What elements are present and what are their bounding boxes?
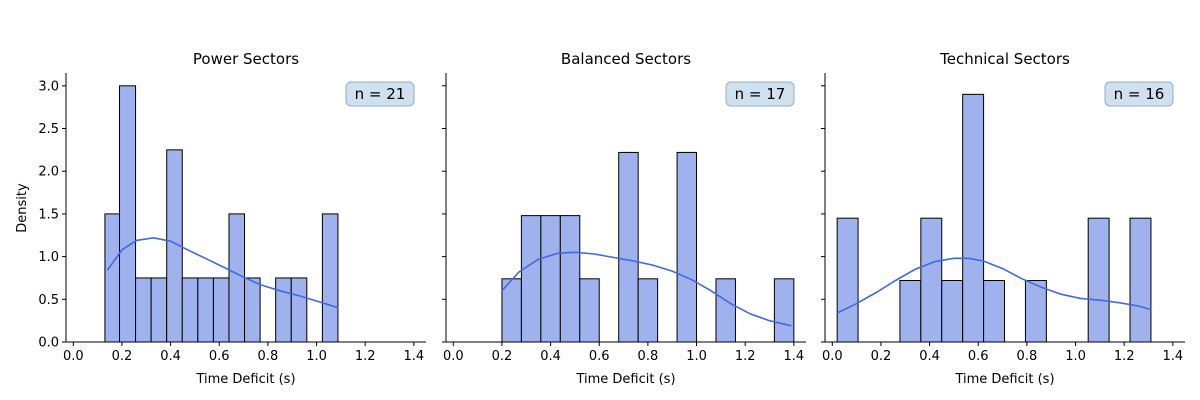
histogram-bar <box>290 277 308 343</box>
histogram-bar <box>212 277 230 343</box>
x-tick-label: 1.0 <box>686 349 707 364</box>
panel-title: Technical Sectors <box>939 50 1070 68</box>
sample-size-badge <box>345 81 415 107</box>
x-tick-label: 1.0 <box>306 349 327 364</box>
x-tick-label: 0.2 <box>112 349 133 364</box>
x-tick-label: 1.0 <box>1065 349 1086 364</box>
histogram-bar <box>637 278 659 343</box>
x-tick-label: 1.4 <box>403 349 424 364</box>
y-tick-label: 0.5 <box>38 293 59 308</box>
y-tick-label: 1.0 <box>38 250 59 265</box>
sample-size-badge <box>1104 81 1174 107</box>
y-tick-label: 1.5 <box>38 207 59 222</box>
histogram-bar <box>150 277 168 343</box>
kde-line <box>501 251 792 327</box>
histogram-bar <box>1087 217 1110 343</box>
x-tick-label: 0.2 <box>492 349 513 364</box>
histogram-bar <box>899 280 922 343</box>
kde-line <box>106 236 339 309</box>
histogram-bar <box>244 277 261 343</box>
histogram-bar <box>773 278 795 343</box>
histogram-bar <box>920 217 943 343</box>
histogram-bar <box>520 215 542 343</box>
x-tick-label: 1.2 <box>355 349 376 364</box>
panel-title: Balanced Sectors <box>561 50 691 68</box>
x-axis-label: Time Deficit (s) <box>195 372 295 387</box>
x-tick-label: 0.4 <box>919 349 940 364</box>
histogram-bar <box>559 215 581 343</box>
sample-size-label: n = 16 <box>1114 85 1165 103</box>
histogram-bar <box>104 213 121 343</box>
y-axis-label: Density <box>15 183 30 233</box>
panel-2: 0.0 0.2 0.4 0.6 0.8 1.0 1.2 1.4 Balanced Sectors… <box>442 50 806 387</box>
panel-1: 0.0 0.2 0.4 0.6 0.8 1.0 1.2 1.4 0.0 0.5 1.0 1.5 2.0 2… <box>38 50 426 387</box>
x-tick-label: 1.2 <box>735 349 756 364</box>
y-tick-label: 2.0 <box>38 165 59 180</box>
sample-size-label: n = 21 <box>355 85 406 103</box>
histogram-bar <box>135 277 152 343</box>
y-tick-label: 0.0 <box>38 336 59 351</box>
x-tick-label: 0.8 <box>638 349 659 364</box>
x-tick-label: 0.6 <box>968 349 989 364</box>
x-tick-label: 0.4 <box>540 349 561 364</box>
kde-line <box>836 257 1152 314</box>
sample-size-label: n = 17 <box>735 85 786 103</box>
x-tick-label: 0.4 <box>160 349 181 364</box>
x-tick-label: 0.8 <box>1017 349 1038 364</box>
histogram-bar <box>618 151 639 343</box>
histogram-bar <box>1129 217 1152 343</box>
histogram-bar <box>275 277 292 343</box>
x-tick-label: 1.2 <box>1114 349 1135 364</box>
panel-3: 0.0 0.2 0.4 0.6 0.8 1.0 1.2 1.4 Technical Sector… <box>821 50 1185 387</box>
sample-size-badge <box>725 81 795 107</box>
x-tick-label: 1.4 <box>783 349 804 364</box>
x-axis-label: Time Deficit (s) <box>575 372 675 387</box>
histogram-bar <box>983 280 1006 343</box>
histogram-bar <box>579 278 600 343</box>
histogram-bar <box>197 277 214 343</box>
x-tick-label: 0.0 <box>63 349 84 364</box>
histogram-bar <box>836 217 859 343</box>
histogram-bar <box>181 277 199 343</box>
histogram-bar <box>1024 280 1047 343</box>
y-tick-label: 2.5 <box>38 122 59 137</box>
x-tick-label: 0.6 <box>589 349 610 364</box>
histogram-bar <box>119 85 137 343</box>
histogram-bar <box>715 278 736 343</box>
x-tick-label: 0.8 <box>258 349 279 364</box>
histogram-bar <box>540 215 561 343</box>
histogram-bar <box>676 151 698 343</box>
x-tick-label: 0.0 <box>822 349 843 364</box>
histogram-bar <box>321 213 339 343</box>
x-axis-label: Time Deficit (s) <box>954 372 1054 387</box>
histogram-bar <box>228 213 246 343</box>
x-tick-label: 1.4 <box>1162 349 1183 364</box>
x-tick-label: 0.2 <box>871 349 892 364</box>
y-tick-label: 3.0 <box>38 79 59 94</box>
x-tick-label: 0.0 <box>443 349 464 364</box>
x-tick-label: 0.6 <box>209 349 230 364</box>
histogram-bar <box>962 93 985 343</box>
panel-title: Power Sectors <box>193 50 299 68</box>
histogram-bar <box>941 280 964 343</box>
